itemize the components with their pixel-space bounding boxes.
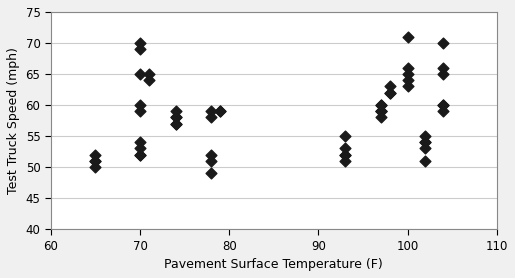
- Point: [91, 165, 99, 169]
- Point: [136, 152, 144, 157]
- Point: [136, 47, 144, 51]
- Point: [377, 109, 385, 113]
- Point: [404, 84, 412, 89]
- Point: [439, 103, 448, 107]
- Point: [207, 171, 215, 175]
- Point: [91, 159, 99, 163]
- Point: [421, 140, 430, 145]
- Point: [216, 109, 225, 113]
- Point: [377, 103, 385, 107]
- Point: [386, 90, 394, 95]
- Point: [439, 41, 448, 45]
- Point: [421, 159, 430, 163]
- Point: [404, 72, 412, 76]
- Point: [421, 140, 430, 145]
- Point: [136, 152, 144, 157]
- Point: [136, 41, 144, 45]
- Point: [91, 152, 99, 157]
- Point: [171, 115, 180, 120]
- Y-axis label: Test Truck Speed (mph): Test Truck Speed (mph): [7, 47, 20, 194]
- Point: [207, 152, 215, 157]
- Point: [341, 152, 349, 157]
- Point: [136, 140, 144, 145]
- Point: [145, 72, 153, 76]
- Point: [439, 72, 448, 76]
- Point: [421, 146, 430, 151]
- Point: [341, 152, 349, 157]
- Point: [377, 109, 385, 113]
- Point: [216, 109, 225, 113]
- Point: [171, 121, 180, 126]
- Point: [404, 34, 412, 39]
- Point: [207, 115, 215, 120]
- Point: [377, 103, 385, 107]
- Point: [136, 146, 144, 151]
- Point: [439, 103, 448, 107]
- Point: [421, 134, 430, 138]
- Point: [171, 121, 180, 126]
- Point: [377, 109, 385, 113]
- Point: [91, 159, 99, 163]
- Point: [341, 134, 349, 138]
- X-axis label: Pavement Surface Temperature (F): Pavement Surface Temperature (F): [164, 258, 383, 271]
- Point: [207, 109, 215, 113]
- Point: [136, 103, 144, 107]
- Point: [136, 109, 144, 113]
- Point: [404, 66, 412, 70]
- Point: [404, 78, 412, 82]
- Point: [341, 146, 349, 151]
- Point: [386, 90, 394, 95]
- Point: [341, 159, 349, 163]
- Point: [207, 159, 215, 163]
- Point: [171, 115, 180, 120]
- Point: [145, 78, 153, 82]
- Point: [439, 66, 448, 70]
- Point: [439, 109, 448, 113]
- Point: [386, 84, 394, 89]
- Point: [377, 115, 385, 120]
- Point: [136, 72, 144, 76]
- Point: [171, 109, 180, 113]
